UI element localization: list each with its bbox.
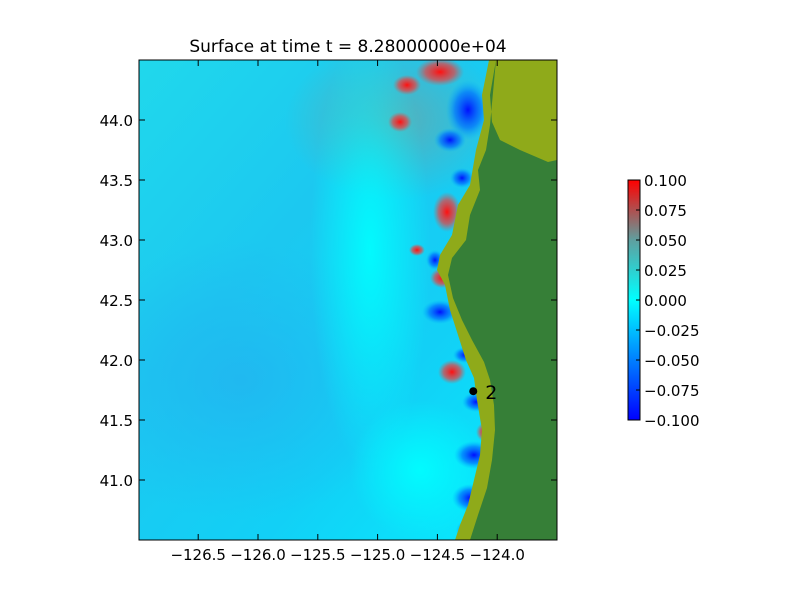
gauge-markers: 2 [469,382,497,404]
y-tick-label: 41.0 [100,472,133,490]
gauge-marker [469,387,478,396]
plot-area [139,60,557,540]
y-tick-label: 44.0 [100,112,133,130]
y-tick-label: 41.5 [100,412,133,430]
positive-anomaly [388,112,412,132]
land-mass [448,60,557,540]
positive-anomaly [416,60,464,86]
negative-anomaly [422,300,458,324]
x-tick-label: −124.5 [410,546,466,564]
y-tick-label: 42.0 [100,352,133,370]
y-tick-label: 42.5 [100,292,133,310]
colorbar-tick-label: −0.025 [644,322,700,340]
colorbar: 0.100 0.075 0.050 0.025 0.000 −0.025 −0.050 −0.… [627,172,700,430]
colorbar-tick-label: 0.050 [644,232,687,250]
x-tick-label: −126.5 [170,546,226,564]
y-axis-ticks: 41.0 41.5 42.0 42.5 43.0 43.5 44.0 [100,112,557,490]
negative-anomaly [450,168,474,188]
colorbar-ticks: 0.100 0.075 0.050 0.025 0.000 −0.025 −0.050 −0.… [636,172,700,430]
x-tick-label: −126.0 [230,546,286,564]
positive-anomaly [393,75,421,95]
y-tick-label: 43.5 [100,172,133,190]
x-tick-label: −125.0 [350,546,406,564]
positive-anomaly [433,192,461,232]
gauge-label: 2 [485,382,497,404]
chart-title: Surface at time t = 8.28000000e+04 [189,37,506,57]
cyan-wave-band [310,60,430,470]
colorbar-tick-label: −0.100 [644,412,700,430]
negative-anomaly [446,80,490,140]
colorbar-tick-label: 0.025 [644,262,687,280]
positive-anomaly [409,244,425,256]
negative-anomaly [434,128,466,152]
x-axis-ticks: −126.5 −126.0 −125.5 −125.0 −124.5 −124.0 [170,60,525,564]
x-tick-label: −125.5 [290,546,346,564]
colorbar-tick-label: −0.075 [644,382,700,400]
colorbar-tick-label: 0.000 [644,292,687,310]
y-tick-label: 43.0 [100,232,133,250]
colorbar-tick-label: −0.050 [644,352,700,370]
x-tick-label: −124.0 [469,546,525,564]
positive-anomaly [438,360,466,384]
colorbar-tick-label: 0.075 [644,202,687,220]
colorbar-tick-label: 0.100 [644,172,687,190]
